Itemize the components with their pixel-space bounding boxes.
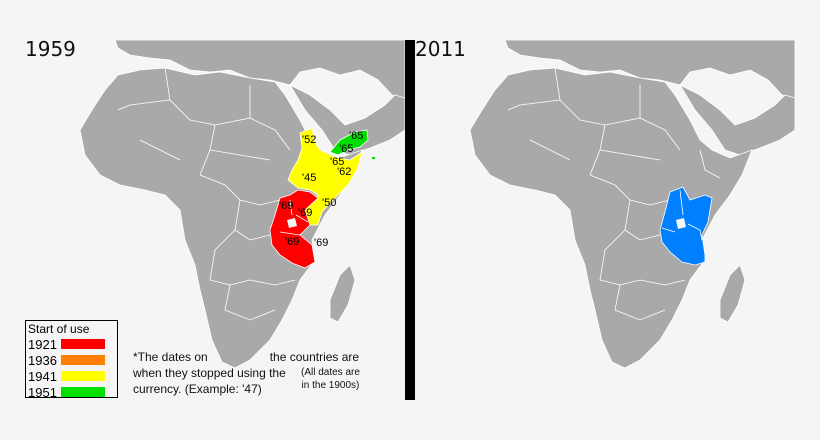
africa-map-1959 [79, 40, 405, 369]
divider-bar [405, 40, 415, 400]
legend-item: 1941 [28, 368, 115, 384]
legend-item: 1951 [28, 384, 115, 400]
legend-year: 1921 [28, 336, 57, 352]
africa-map-2011 [469, 40, 796, 369]
footnote-small-1: (All dates are [301, 367, 360, 378]
footnote-line1-b: the countries are [269, 350, 360, 364]
legend-swatch-orange [61, 355, 105, 365]
legend-year: 1936 [28, 352, 57, 368]
legend-title: Start of use [28, 322, 90, 336]
legend-year: 1951 [28, 384, 57, 400]
footnote-line2: when they stopped using the [133, 366, 286, 380]
legend-swatch-green [61, 387, 105, 397]
legend: Start of use 1921 1936 1941 1951 [25, 320, 118, 400]
footnote-line3: currency. (Example: '47) [133, 382, 262, 396]
legend-year: 1941 [28, 368, 57, 384]
map-2011 [410, 40, 820, 400]
legend-swatch-red [61, 339, 105, 349]
legend-item: 1936 [28, 352, 115, 368]
footnote-line1-a: *The dates on [133, 350, 208, 364]
footnote-small-2: in the 1900s) [301, 380, 360, 391]
footnote-small: (All dates are in the 1900s) [301, 366, 360, 392]
footnote: *The dates on the countries are when they… [133, 349, 383, 397]
legend-swatch-yellow [61, 371, 105, 381]
legend-item: 1921 [28, 336, 115, 352]
year-label-2011: 2011 [415, 37, 466, 61]
year-label-1959: 1959 [25, 37, 76, 61]
